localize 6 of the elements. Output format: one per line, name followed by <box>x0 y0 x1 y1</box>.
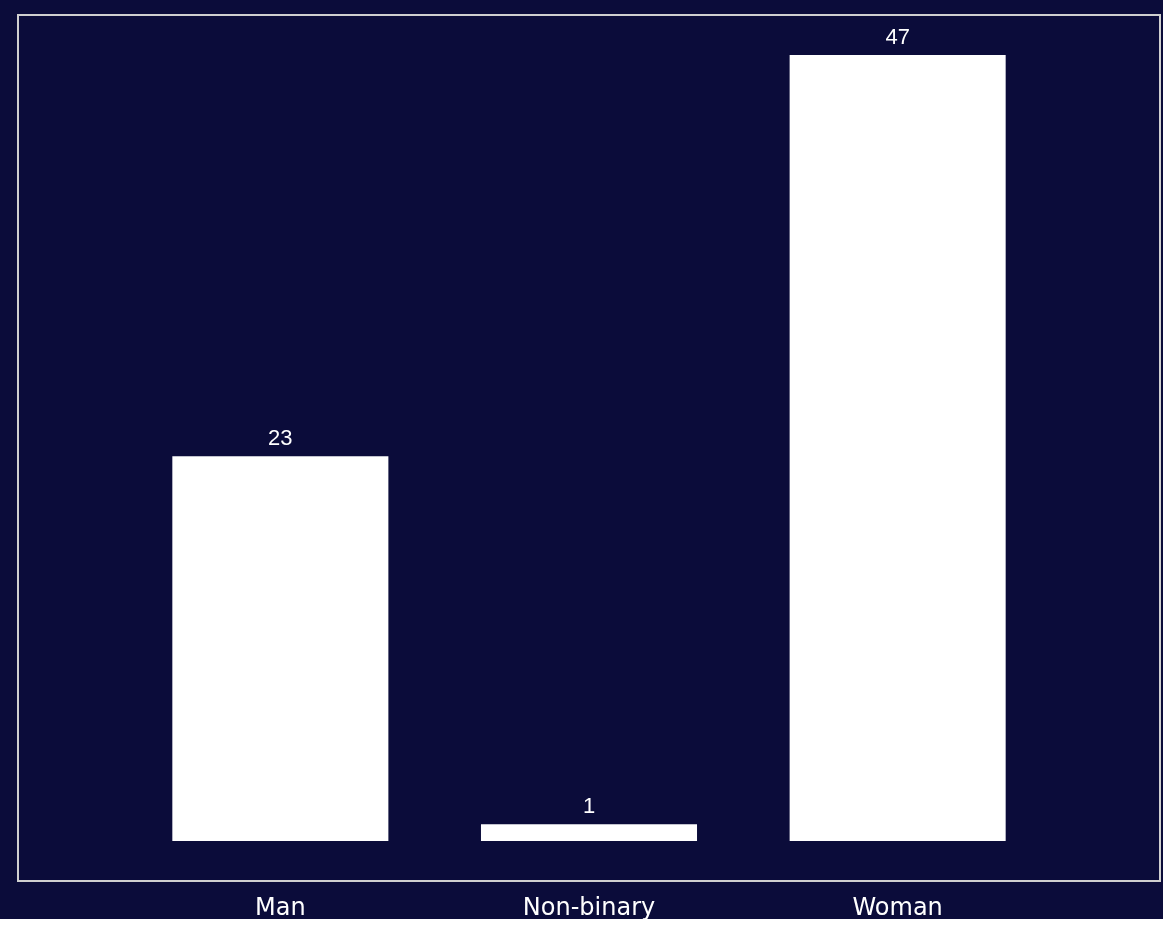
data-label: 23 <box>268 425 293 451</box>
data-label: 1 <box>582 793 596 819</box>
data-label: 47 <box>885 24 910 50</box>
x-tick-label: Non-binary <box>522 892 656 921</box>
x-tick-label: Man <box>255 892 306 921</box>
x-tick-label: Woman <box>852 892 943 921</box>
